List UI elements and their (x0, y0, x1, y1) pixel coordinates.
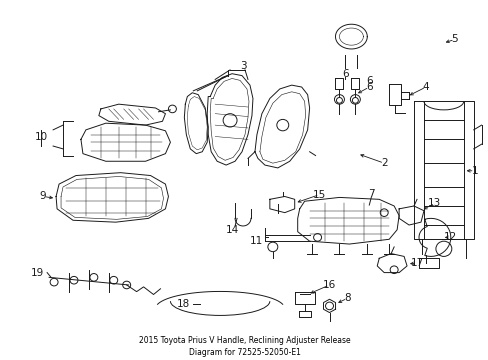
Text: 8: 8 (344, 293, 350, 303)
Text: 18: 18 (176, 299, 189, 309)
Text: 9: 9 (40, 192, 46, 202)
Text: 1: 1 (470, 166, 477, 176)
Text: 6: 6 (365, 76, 372, 86)
Text: 5: 5 (450, 35, 457, 44)
Text: 3: 3 (239, 61, 246, 71)
Text: 12: 12 (443, 233, 456, 242)
Text: 13: 13 (427, 198, 441, 208)
Text: 7: 7 (367, 189, 374, 199)
Text: 6: 6 (365, 82, 372, 92)
Text: 16: 16 (322, 280, 335, 290)
Text: 11: 11 (250, 236, 263, 246)
Text: 15: 15 (312, 190, 325, 199)
Text: 4: 4 (422, 82, 428, 92)
Text: 17: 17 (409, 258, 423, 268)
Text: 6: 6 (342, 69, 348, 79)
Text: 19: 19 (30, 267, 44, 278)
Text: 2: 2 (380, 158, 386, 168)
Text: 10: 10 (35, 132, 48, 143)
Text: 14: 14 (225, 225, 238, 235)
Text: 2015 Toyota Prius V Handle, Reclining Adjuster Release
Diagram for 72525-52050-E: 2015 Toyota Prius V Handle, Reclining Ad… (139, 336, 350, 357)
